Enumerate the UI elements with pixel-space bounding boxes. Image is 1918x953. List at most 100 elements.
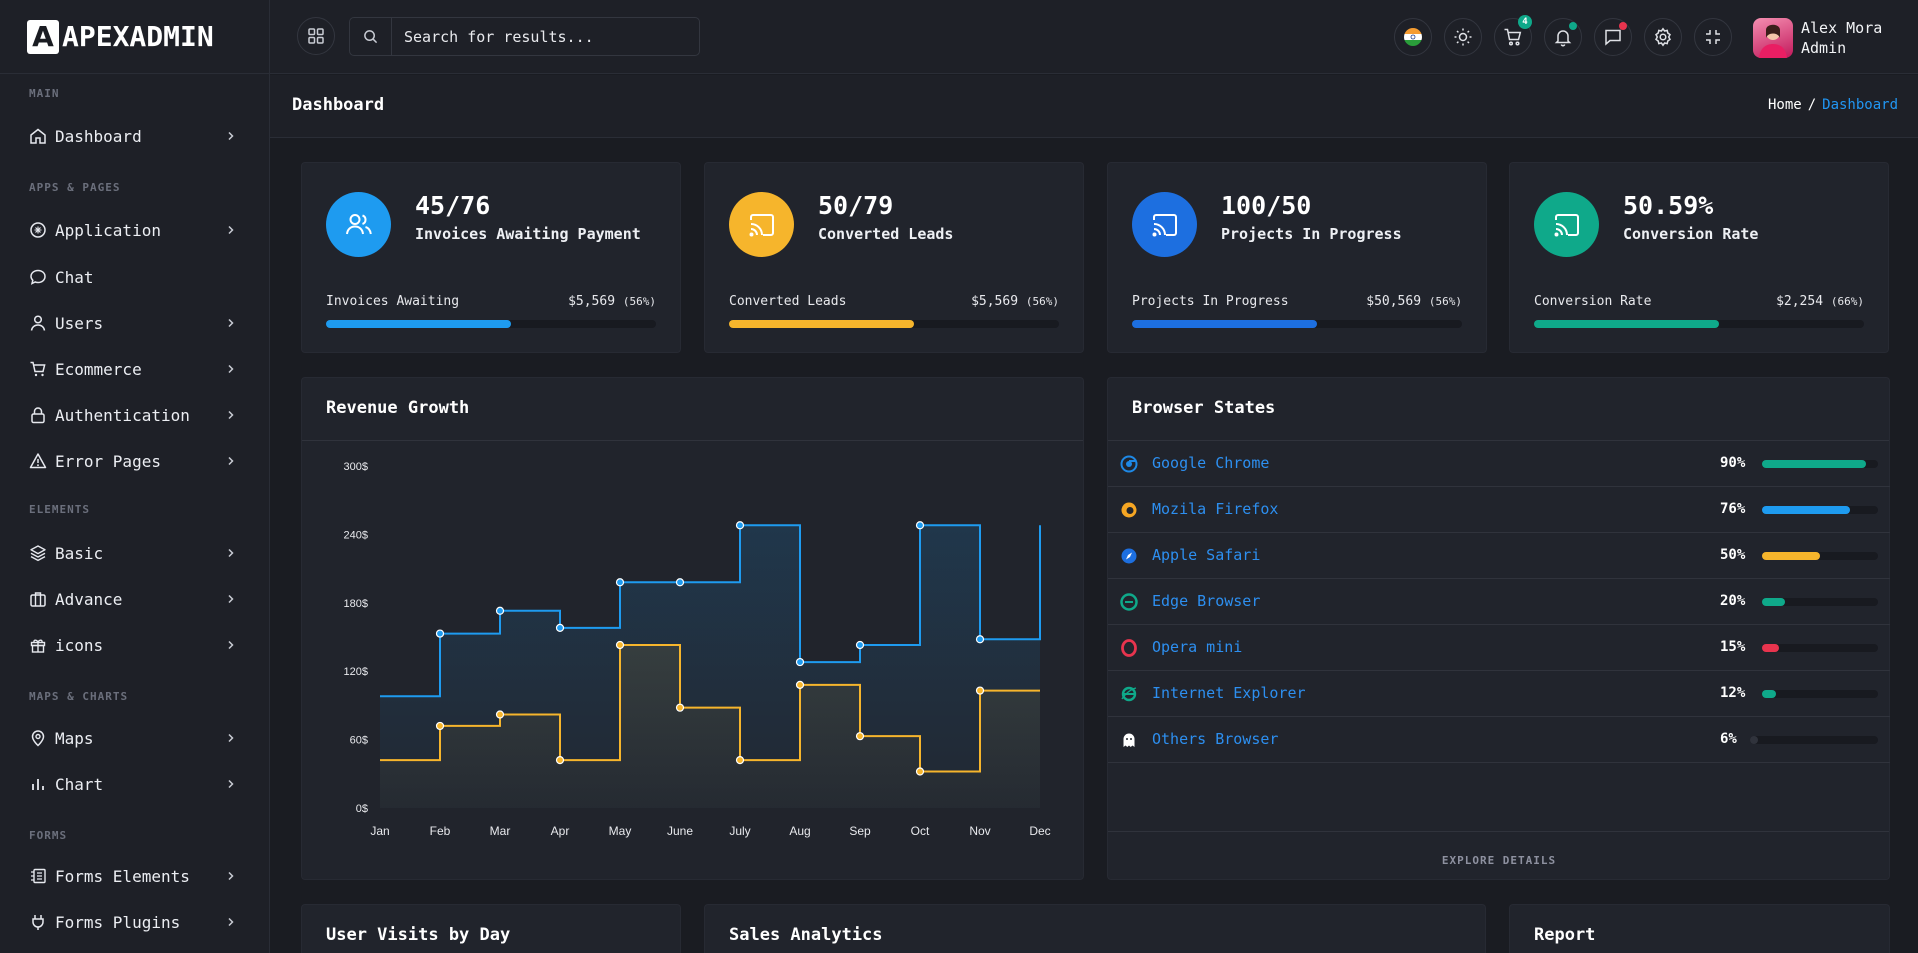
cart-button[interactable]: 4	[1494, 15, 1532, 56]
browser-name-link[interactable]: Apple Safari	[1152, 546, 1261, 564]
stat-percent: (56%)	[622, 295, 656, 308]
browser-name-link[interactable]: Internet Explorer	[1152, 684, 1306, 702]
sidebar-item-ecommerce[interactable]: Ecommerce	[0, 349, 269, 389]
x-tick-label: May	[609, 824, 632, 838]
logo[interactable]: A APEXADMIN	[0, 0, 269, 74]
user-visits-title: User Visits by Day	[326, 925, 511, 945]
stat-progress-track	[326, 320, 656, 328]
user-menu[interactable]: Alex Mora Admin	[1753, 18, 1882, 58]
sidebar-item-label: Authentication	[55, 405, 190, 425]
sales-analytics-title: Sales Analytics	[729, 925, 883, 945]
chrome-icon	[1120, 455, 1138, 473]
sidebar-item-dashboard[interactable]: Dashboard	[0, 116, 269, 156]
revenue-growth-card: Revenue Growth 0$ 60$ 120$ 180$ 240$ 300$ Jan F…	[301, 377, 1084, 880]
x-tick-label: Oct	[911, 824, 930, 838]
search-input[interactable]	[392, 27, 692, 46]
breadcrumb: Home / Dashboard	[1768, 97, 1898, 113]
browser-name-link[interactable]: Google Chrome	[1152, 454, 1270, 472]
form-icon	[29, 867, 47, 885]
sidebar-item-label: Forms Plugins	[55, 912, 181, 932]
apps-grid-button[interactable]	[297, 17, 335, 55]
data-point	[675, 578, 685, 587]
stat-title: Converted Leads	[818, 225, 954, 243]
sidebar-item-chart[interactable]: Chart	[0, 764, 269, 804]
language-button[interactable]	[1394, 18, 1432, 56]
stat-progress-fill	[1132, 320, 1317, 328]
browser-name-link[interactable]: Others Browser	[1152, 730, 1279, 748]
x-tick-label: Nov	[969, 824, 990, 838]
explore-details-link[interactable]: EXPLORE DETAILS	[1441, 854, 1557, 867]
x-tick-label: July	[729, 824, 750, 838]
user-info: Alex Mora Admin	[1801, 18, 1882, 58]
sidebar-item-advance[interactable]: Advance	[0, 579, 269, 619]
grid-icon	[308, 28, 324, 44]
sidebar-item-application[interactable]: Application	[0, 210, 269, 250]
x-tick-label: Mar	[490, 824, 511, 838]
stat-progress-track	[729, 320, 1059, 328]
sidebar-item-label: Ecommerce	[55, 359, 142, 379]
data-point	[495, 606, 505, 615]
series-line	[380, 643, 1040, 773]
briefcase-icon	[29, 590, 47, 608]
browser-percent: 50%	[1720, 547, 1746, 563]
x-tick-label: Sep	[849, 824, 871, 838]
cart-icon	[1504, 28, 1522, 46]
user-role: Admin	[1801, 39, 1847, 57]
settings-button[interactable]	[1644, 18, 1682, 56]
browser-name-link[interactable]: Edge Browser	[1152, 592, 1261, 610]
data-point	[495, 710, 505, 719]
report-card: Report	[1509, 904, 1890, 953]
stat-value: 50.59%	[1623, 191, 1714, 220]
y-tick-label: 240$	[344, 529, 368, 541]
search-button[interactable]	[350, 18, 392, 55]
sidebar-item-label: Dashboard	[55, 126, 142, 146]
ghost-icon	[1123, 733, 1135, 747]
browser-percent: 6%	[1720, 731, 1737, 747]
top-header: 4 Alex Mora Admi	[270, 0, 1918, 74]
data-point	[735, 756, 745, 765]
sidebar-item-maps[interactable]: Maps	[0, 718, 269, 758]
fullscreen-exit-button[interactable]	[1694, 18, 1732, 56]
sidebar-item-forms-plugins[interactable]: Forms Plugins	[0, 902, 269, 942]
series-area	[380, 644, 1040, 808]
y-tick-label: 60$	[350, 735, 368, 747]
data-point	[615, 578, 625, 587]
footer-divider	[1108, 831, 1889, 832]
stat-amount: $2,254	[1776, 294, 1824, 309]
sidebar-item-label: Basic	[55, 543, 104, 563]
browser-row: Google Chrome 90%	[1108, 441, 1890, 487]
sidebar-item-forms-elements[interactable]: Forms Elements	[0, 856, 269, 896]
user-name: Alex Mora	[1801, 19, 1883, 37]
browser-row: Mozila Firefox 76%	[1108, 487, 1890, 533]
sidebar-item-icons[interactable]: icons	[0, 625, 269, 665]
sidebar-item-basic[interactable]: Basic	[0, 533, 269, 573]
messages-button[interactable]	[1594, 18, 1632, 56]
browser-progress-fill	[1762, 644, 1780, 652]
browser-name-link[interactable]: Mozila Firefox	[1152, 500, 1279, 518]
theme-toggle-button[interactable]	[1444, 18, 1482, 56]
sidebar-item-chat[interactable]: Chat	[0, 257, 269, 297]
stat-card: 45/76 Invoices Awaiting Payment Invoices A…	[301, 162, 681, 353]
x-tick-label: June	[667, 824, 693, 838]
stat-progress-track	[1132, 320, 1462, 328]
card-divider	[1108, 440, 1889, 441]
stat-footer-label: Invoices Awaiting	[326, 294, 460, 309]
cart-icon	[29, 360, 47, 378]
data-point	[855, 732, 865, 741]
sidebar-item-users[interactable]: Users	[0, 303, 269, 343]
sidebar-item-authentication[interactable]: Authentication	[0, 395, 269, 435]
card-divider	[302, 440, 1083, 441]
section-forms: FORMS	[29, 829, 68, 842]
browser-progress-track	[1762, 506, 1878, 514]
browser-progress-track	[1762, 644, 1878, 652]
breadcrumb-home[interactable]: Home	[1767, 97, 1802, 113]
browser-name-link[interactable]: Opera mini	[1152, 638, 1243, 656]
sidebar: A APEXADMIN MAIN APPS & PAGES ELEMENTS M…	[0, 0, 270, 953]
stat-percent: (56%)	[1428, 295, 1462, 308]
y-tick-label: 120$	[344, 666, 368, 678]
notifications-button[interactable]	[1544, 18, 1582, 56]
gear-icon	[1655, 27, 1671, 47]
sidebar-item-error-pages[interactable]: Error Pages	[0, 441, 269, 481]
user-visits-card: User Visits by Day	[301, 904, 681, 953]
data-point	[555, 623, 565, 632]
